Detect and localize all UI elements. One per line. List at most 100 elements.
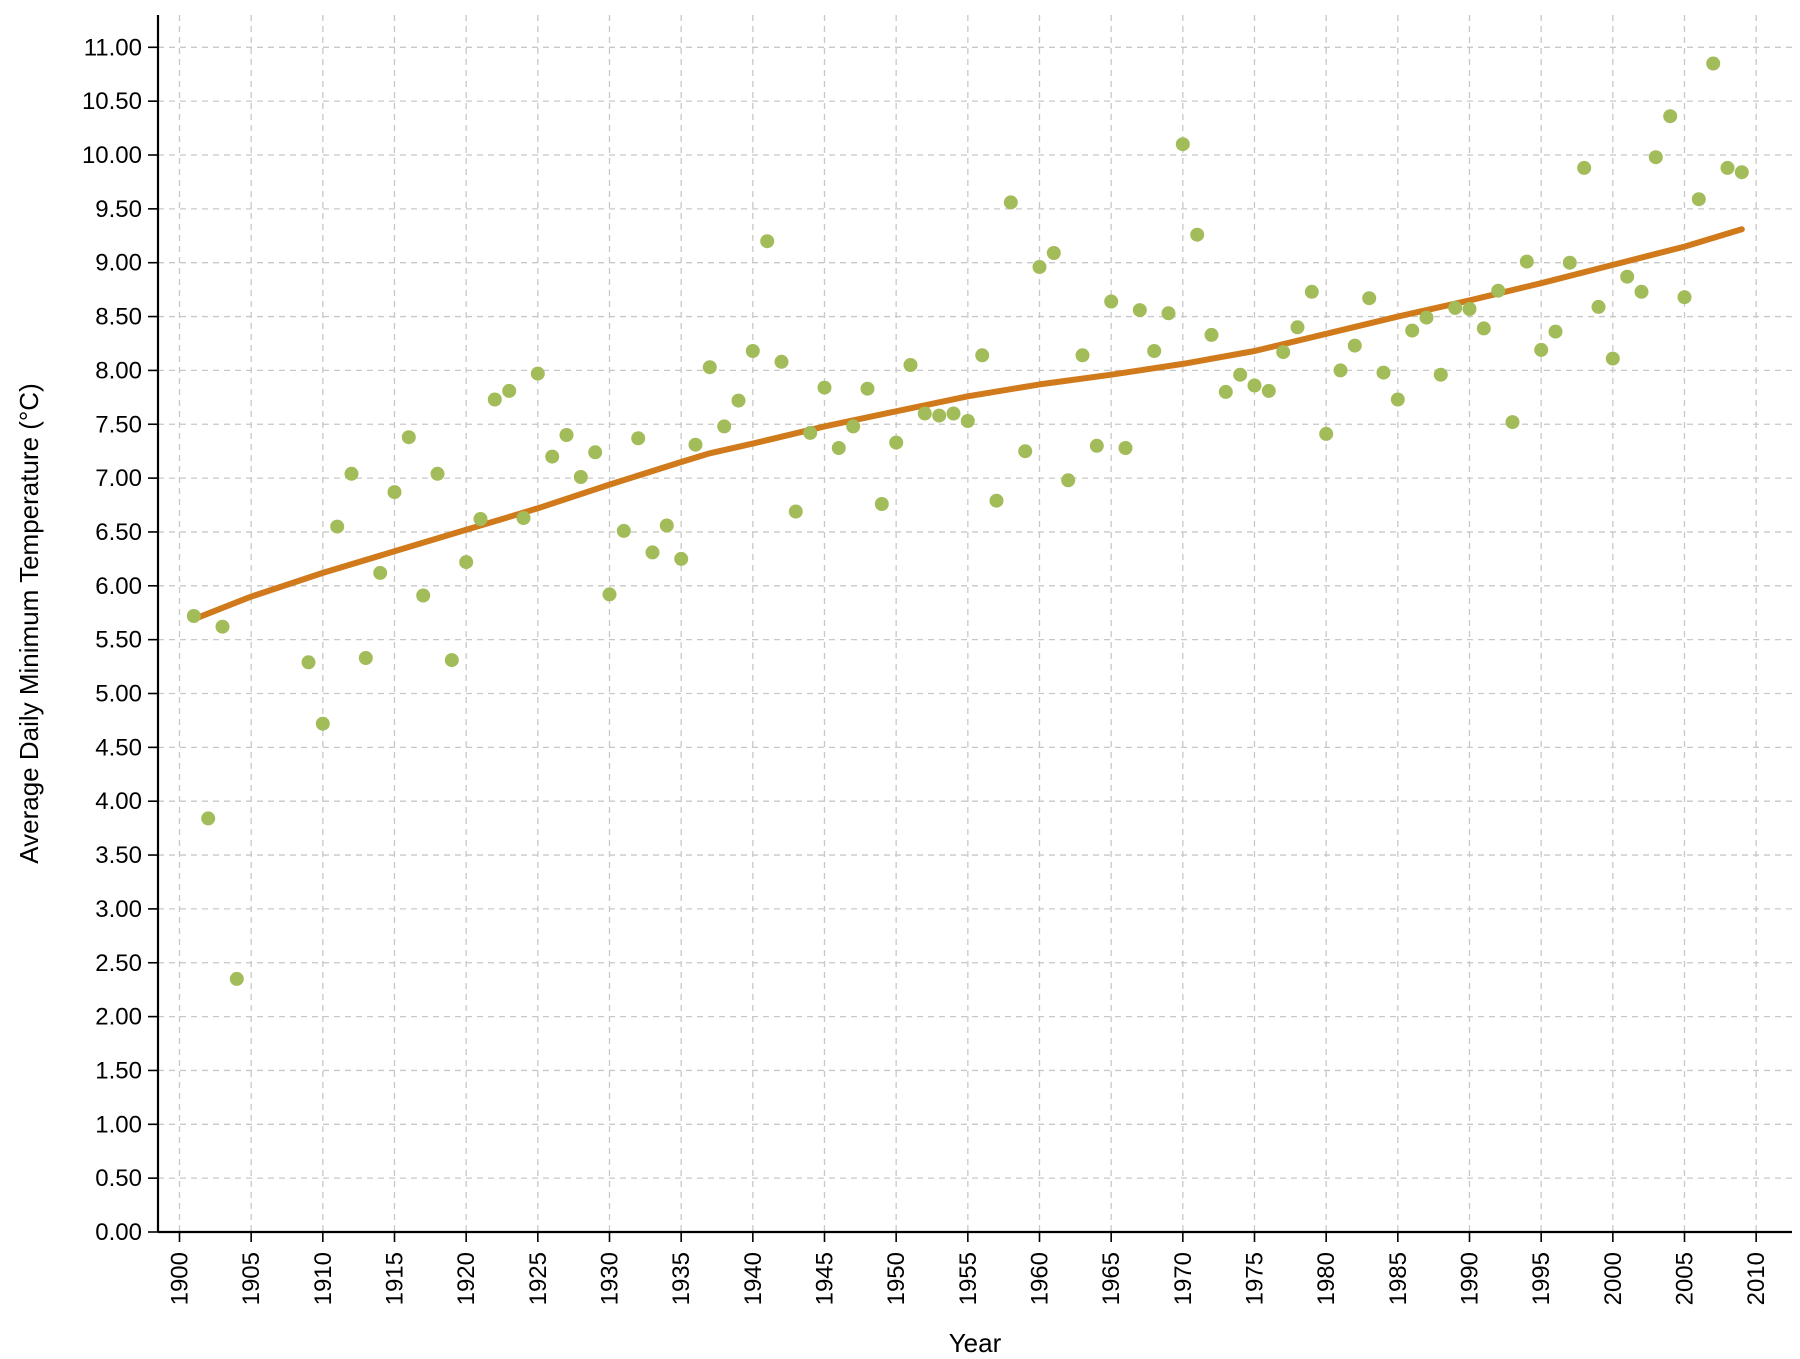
x-tick-label: 1935 xyxy=(668,1252,695,1305)
x-tick-label: 1905 xyxy=(238,1252,265,1305)
data-point xyxy=(301,655,316,670)
data-point xyxy=(1276,345,1291,360)
y-tick-label: 3.00 xyxy=(95,896,142,923)
data-point xyxy=(688,437,703,452)
data-point xyxy=(315,716,330,731)
data-point xyxy=(1347,338,1362,353)
data-point xyxy=(1534,342,1549,357)
y-tick-label: 5.00 xyxy=(95,681,142,708)
data-point xyxy=(1118,441,1133,455)
x-tick-label: 1950 xyxy=(883,1252,910,1305)
data-point xyxy=(803,425,818,440)
data-point xyxy=(1161,306,1176,321)
data-point xyxy=(487,392,502,407)
x-tick-label: 2000 xyxy=(1600,1252,1627,1305)
data-point xyxy=(1734,165,1749,180)
y-tick-label: 0.00 xyxy=(95,1219,142,1246)
data-point xyxy=(1032,260,1047,274)
data-point xyxy=(1648,150,1663,165)
data-point xyxy=(659,518,674,533)
data-point xyxy=(1190,227,1205,242)
data-point xyxy=(1233,367,1248,382)
x-tick-label: 1900 xyxy=(167,1252,194,1305)
data-point xyxy=(1319,426,1334,441)
data-point xyxy=(731,393,746,408)
data-point xyxy=(1476,321,1491,336)
data-point xyxy=(989,493,1004,508)
y-tick-label: 9.50 xyxy=(95,196,142,223)
data-point xyxy=(1362,291,1377,306)
data-point xyxy=(1519,254,1534,269)
data-point xyxy=(1433,367,1448,382)
x-tick-label: 1965 xyxy=(1098,1252,1125,1305)
data-point xyxy=(473,512,488,526)
y-tick-label: 7.00 xyxy=(95,465,142,492)
data-point xyxy=(1505,415,1520,430)
data-point xyxy=(573,470,588,484)
y-tick-label: 10.00 xyxy=(82,142,142,169)
data-point xyxy=(1261,383,1276,398)
data-point xyxy=(1089,438,1104,453)
y-tick-label: 0.50 xyxy=(95,1165,142,1192)
x-tick-label: 1930 xyxy=(597,1252,624,1305)
data-point xyxy=(215,619,230,634)
data-point xyxy=(975,348,990,363)
data-point xyxy=(1304,284,1319,299)
data-point xyxy=(545,449,560,464)
y-tick-label: 9.00 xyxy=(95,250,142,277)
trend-line xyxy=(190,226,1745,623)
data-point xyxy=(1046,246,1061,260)
data-point xyxy=(788,504,803,519)
data-point xyxy=(186,609,201,623)
data-point xyxy=(1663,109,1678,124)
y-tick-label: 3.50 xyxy=(95,842,142,869)
y-tick-label: 2.50 xyxy=(95,950,142,977)
x-tick-label: 1945 xyxy=(812,1252,839,1305)
grid-lines xyxy=(158,15,1792,1233)
data-point xyxy=(846,419,861,434)
x-axis-title: Year xyxy=(949,1328,1002,1358)
y-tick-label: 4.00 xyxy=(95,788,142,815)
data-point xyxy=(1175,137,1190,152)
data-point xyxy=(1448,300,1463,315)
data-point xyxy=(1577,160,1592,175)
y-tick-label: 7.50 xyxy=(95,411,142,438)
x-tick-label: 1920 xyxy=(453,1252,480,1305)
data-point xyxy=(717,419,732,434)
y-tick-label: 2.00 xyxy=(95,1004,142,1031)
data-point xyxy=(1290,320,1305,335)
data-point xyxy=(1061,473,1076,488)
data-point xyxy=(1247,378,1262,393)
data-point xyxy=(645,545,660,560)
data-point xyxy=(1419,310,1434,325)
data-point xyxy=(401,430,416,445)
data-point xyxy=(559,428,574,442)
data-point xyxy=(1204,327,1219,342)
y-tick-label: 11.00 xyxy=(84,34,142,61)
data-point xyxy=(1333,363,1348,378)
data-point xyxy=(702,360,717,375)
data-point xyxy=(229,971,244,986)
data-point xyxy=(1634,284,1649,299)
data-point xyxy=(1548,324,1563,339)
data-point xyxy=(444,653,459,668)
data-point xyxy=(774,354,789,369)
data-point xyxy=(358,651,373,665)
x-tick-label: 1925 xyxy=(525,1252,552,1305)
data-point xyxy=(932,408,947,423)
data-point xyxy=(373,565,388,580)
y-tick-label: 1.00 xyxy=(95,1111,142,1138)
data-point xyxy=(430,466,445,481)
data-point xyxy=(745,344,760,358)
x-tick-label: 1995 xyxy=(1528,1252,1555,1305)
x-tick-label: 1915 xyxy=(382,1252,409,1305)
data-point xyxy=(516,511,531,525)
data-point xyxy=(201,811,216,826)
data-point xyxy=(1720,160,1735,175)
data-point xyxy=(502,383,517,398)
data-point xyxy=(1620,269,1635,284)
data-point xyxy=(1075,348,1090,363)
data-point xyxy=(1218,384,1233,399)
data-point xyxy=(416,588,431,603)
